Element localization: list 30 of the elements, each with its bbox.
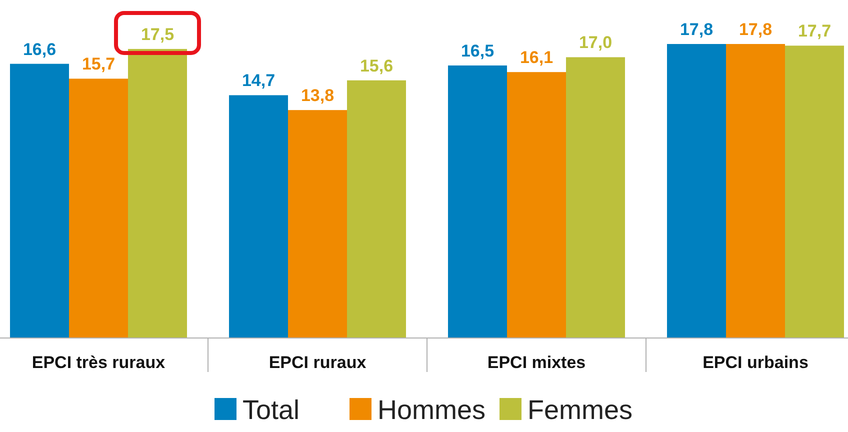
bar: [10, 64, 69, 338]
data-label: 17,8: [680, 20, 714, 39]
data-label: 14,7: [242, 71, 276, 90]
bar: [448, 65, 507, 338]
bar: [288, 110, 347, 338]
data-label: 17,0: [578, 33, 612, 52]
data-label: 16,5: [460, 41, 494, 60]
data-label: 16,6: [22, 40, 56, 59]
bar: [566, 57, 625, 338]
bar: [69, 78, 128, 338]
legend-label: Femmes: [528, 395, 633, 425]
legend-label: Hommes: [378, 395, 486, 425]
data-label: 17,7: [798, 22, 832, 41]
bar: [229, 95, 288, 338]
x-tick-label: EPCI ruraux: [268, 353, 367, 372]
data-label: 15,7: [82, 54, 116, 74]
data-label: 17,8: [738, 20, 772, 39]
data-label: 16,1: [520, 48, 554, 68]
bar: [726, 44, 785, 338]
bar: [785, 46, 844, 338]
x-tick-label: EPCI mixtes: [487, 353, 586, 372]
x-tick-label: EPCI très ruraux: [32, 353, 166, 372]
data-label: 13,8: [300, 86, 334, 106]
bar: [667, 44, 726, 338]
legend-label: Total: [242, 395, 300, 425]
bar: [347, 80, 406, 338]
data-label: 17,5: [140, 24, 174, 44]
x-tick-label: EPCI urbains: [702, 353, 808, 372]
bar: [507, 72, 566, 338]
data-label: 15,6: [360, 56, 394, 76]
